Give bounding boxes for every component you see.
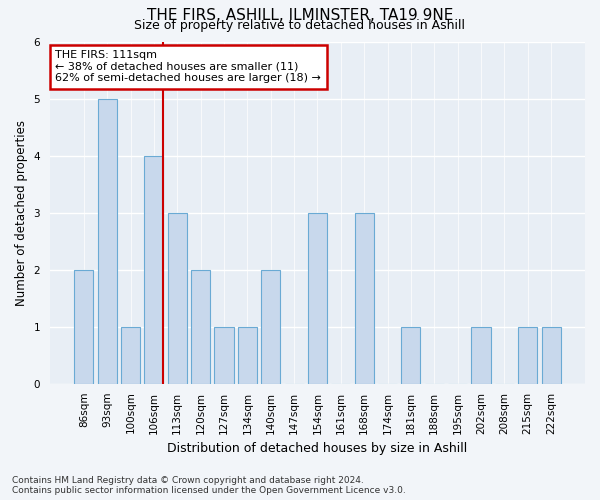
Bar	[542, 327, 560, 384]
Text: Size of property relative to detached houses in Ashill: Size of property relative to detached ho…	[134, 19, 466, 32]
Bar	[238, 327, 257, 384]
Bar	[261, 270, 280, 384]
Text: Contains HM Land Registry data © Crown copyright and database right 2024.
Contai: Contains HM Land Registry data © Crown c…	[12, 476, 406, 495]
Bar	[121, 327, 140, 384]
Bar	[74, 270, 94, 384]
Bar	[145, 156, 163, 384]
Text: THE FIRS, ASHILL, ILMINSTER, TA19 9NE: THE FIRS, ASHILL, ILMINSTER, TA19 9NE	[147, 8, 453, 22]
Bar	[308, 212, 327, 384]
Bar	[355, 212, 374, 384]
Text: THE FIRS: 111sqm
← 38% of detached houses are smaller (11)
62% of semi-detached : THE FIRS: 111sqm ← 38% of detached house…	[55, 50, 321, 84]
Bar	[167, 212, 187, 384]
Bar	[98, 98, 117, 384]
Bar	[191, 270, 210, 384]
Bar	[401, 327, 421, 384]
Bar	[214, 327, 233, 384]
Bar	[518, 327, 538, 384]
Bar	[472, 327, 491, 384]
Y-axis label: Number of detached properties: Number of detached properties	[15, 120, 28, 306]
X-axis label: Distribution of detached houses by size in Ashill: Distribution of detached houses by size …	[167, 442, 467, 455]
